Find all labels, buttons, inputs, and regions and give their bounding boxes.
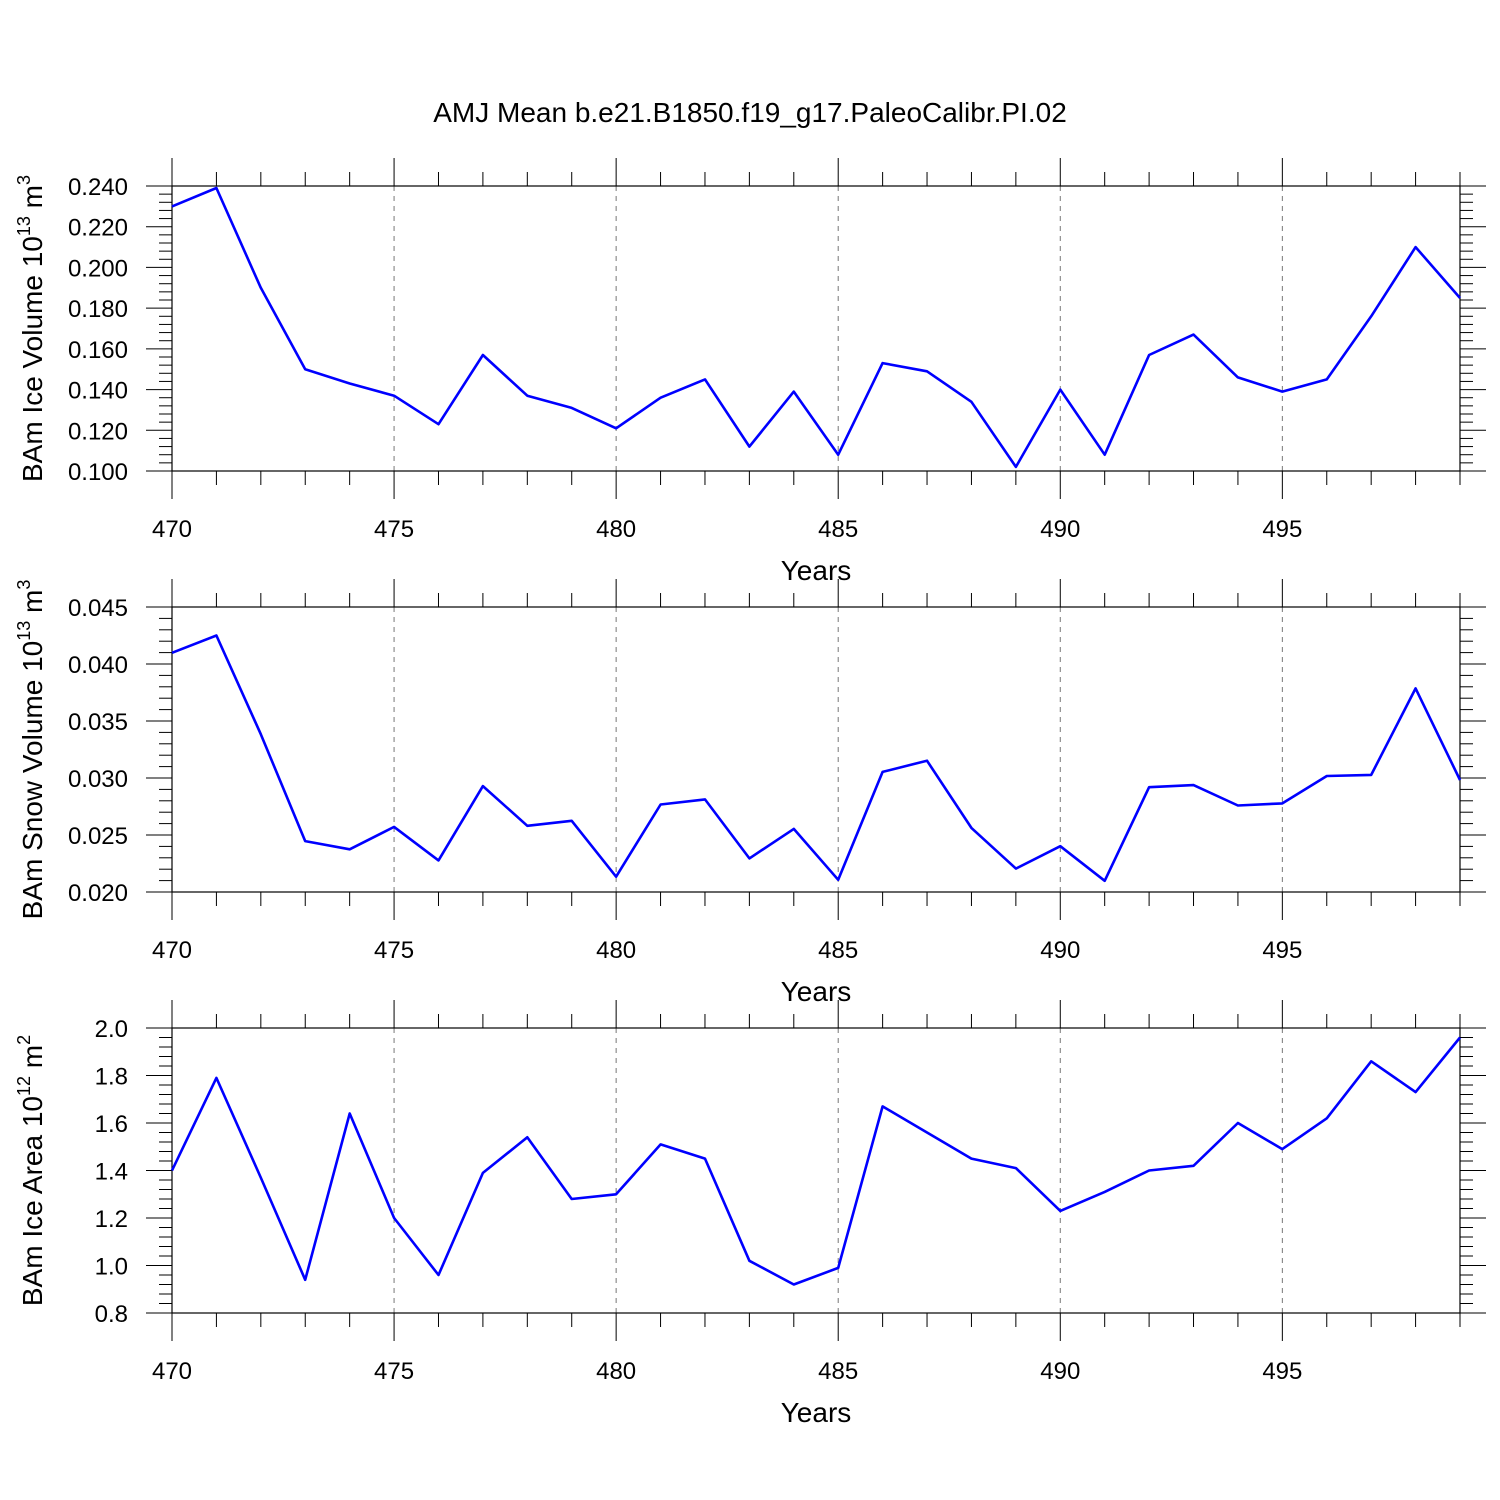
panel-1: 470 475 480 485 490 495 Years 0.100 0.120 0.140 0.… bbox=[14, 158, 1486, 586]
y-tick-label: 0.8 bbox=[95, 1301, 128, 1328]
y-tick-label: 1.2 bbox=[95, 1206, 128, 1233]
y-axis-label-part: BAm Ice Area 10 bbox=[17, 1096, 48, 1306]
y-tick-label: 0.030 bbox=[68, 766, 128, 793]
y-tick-label: 0.160 bbox=[68, 337, 128, 364]
y-tick-label: 0.120 bbox=[68, 418, 128, 445]
y-tick-label: 0.100 bbox=[68, 459, 128, 486]
series-line bbox=[170, 1036, 1462, 1286]
y-axis-label-superscript: 13 bbox=[14, 216, 34, 236]
y-axis-label-part: m bbox=[17, 1045, 48, 1076]
x-tick-label: 480 bbox=[596, 516, 636, 543]
x-axis-label: Years bbox=[781, 1397, 852, 1428]
y-tick-label: 1.8 bbox=[95, 1064, 128, 1091]
y-axis-label-part: m bbox=[17, 185, 48, 216]
x-tick-label: 490 bbox=[1040, 937, 1080, 964]
x-tick-label: 490 bbox=[1040, 1358, 1080, 1385]
y-axis-label-superscript: 3 bbox=[14, 580, 34, 590]
x-tick-label: 475 bbox=[374, 516, 414, 543]
y-tick-label: 1.4 bbox=[95, 1159, 128, 1186]
y-tick-label: 0.035 bbox=[68, 709, 128, 736]
x-tick-label: 485 bbox=[818, 1358, 858, 1385]
plot-frame bbox=[171, 1027, 1461, 1314]
x-tick-label: 475 bbox=[374, 1358, 414, 1385]
y-axis-label: BAm Ice Area 1012 m2 bbox=[14, 1035, 48, 1306]
y-tick-label: 1.6 bbox=[95, 1111, 128, 1138]
series-line bbox=[171, 634, 1462, 883]
y-tick-label: 0.040 bbox=[68, 652, 128, 679]
chart-title: AMJ Mean b.e21.B1850.f19_g17.PaleoCalibr… bbox=[433, 97, 1067, 128]
x-tick-label: 490 bbox=[1040, 516, 1080, 543]
x-tick-label: 470 bbox=[152, 937, 192, 964]
x-tick-label: 470 bbox=[152, 1358, 192, 1385]
y-axis-label-superscript: 3 bbox=[14, 175, 34, 185]
x-axis-label: Years bbox=[781, 976, 852, 1007]
x-tick-label: 485 bbox=[818, 516, 858, 543]
x-tick-label: 495 bbox=[1262, 937, 1302, 964]
x-tick-label: 485 bbox=[818, 937, 858, 964]
x-tick-label: 480 bbox=[596, 937, 636, 964]
x-tick-label: 480 bbox=[596, 1358, 636, 1385]
x-tick-label: 495 bbox=[1262, 1358, 1302, 1385]
panel-3: 470 475 480 485 490 495 Years 0.8 1.0 1.2 1.4 1.6 1.… bbox=[14, 1000, 1486, 1428]
y-tick-label: 0.200 bbox=[68, 255, 128, 282]
y-tick-label: 0.140 bbox=[68, 378, 128, 405]
x-tick-label: 470 bbox=[152, 516, 192, 543]
y-tick-label: 0.240 bbox=[68, 174, 128, 201]
y-tick-label: 0.020 bbox=[68, 880, 128, 907]
y-axis-label-superscript: 2 bbox=[14, 1035, 34, 1045]
y-axis-label-part: BAm Ice Volume 10 bbox=[17, 236, 48, 482]
x-axis-label: Years bbox=[781, 555, 852, 586]
y-axis-label-superscript: 12 bbox=[14, 1076, 34, 1096]
x-tick-label: 495 bbox=[1262, 516, 1302, 543]
y-tick-label: 0.045 bbox=[68, 595, 128, 622]
y-axis-label: BAm Snow Volume 1013 m3 bbox=[14, 580, 48, 920]
y-tick-label: 0.025 bbox=[68, 823, 128, 850]
y-axis-label-superscript: 13 bbox=[14, 621, 34, 641]
plot-frame bbox=[171, 185, 1461, 472]
y-axis-label: BAm Ice Volume 1013 m3 bbox=[14, 175, 48, 482]
series-line bbox=[171, 186, 1461, 469]
x-tick-label: 475 bbox=[374, 937, 414, 964]
y-tick-label: 2.0 bbox=[95, 1016, 128, 1043]
y-axis-label-part: BAm Snow Volume 10 bbox=[17, 641, 48, 920]
y-tick-label: 0.180 bbox=[68, 296, 128, 323]
plot-frame bbox=[171, 606, 1461, 893]
y-tick-label: 1.0 bbox=[95, 1254, 128, 1281]
y-axis-label-part: m bbox=[17, 590, 48, 621]
y-tick-label: 0.220 bbox=[68, 215, 128, 242]
panel-2: 470 475 480 485 490 495 Years 0.020 0.025 0.030 0.… bbox=[14, 579, 1486, 1007]
